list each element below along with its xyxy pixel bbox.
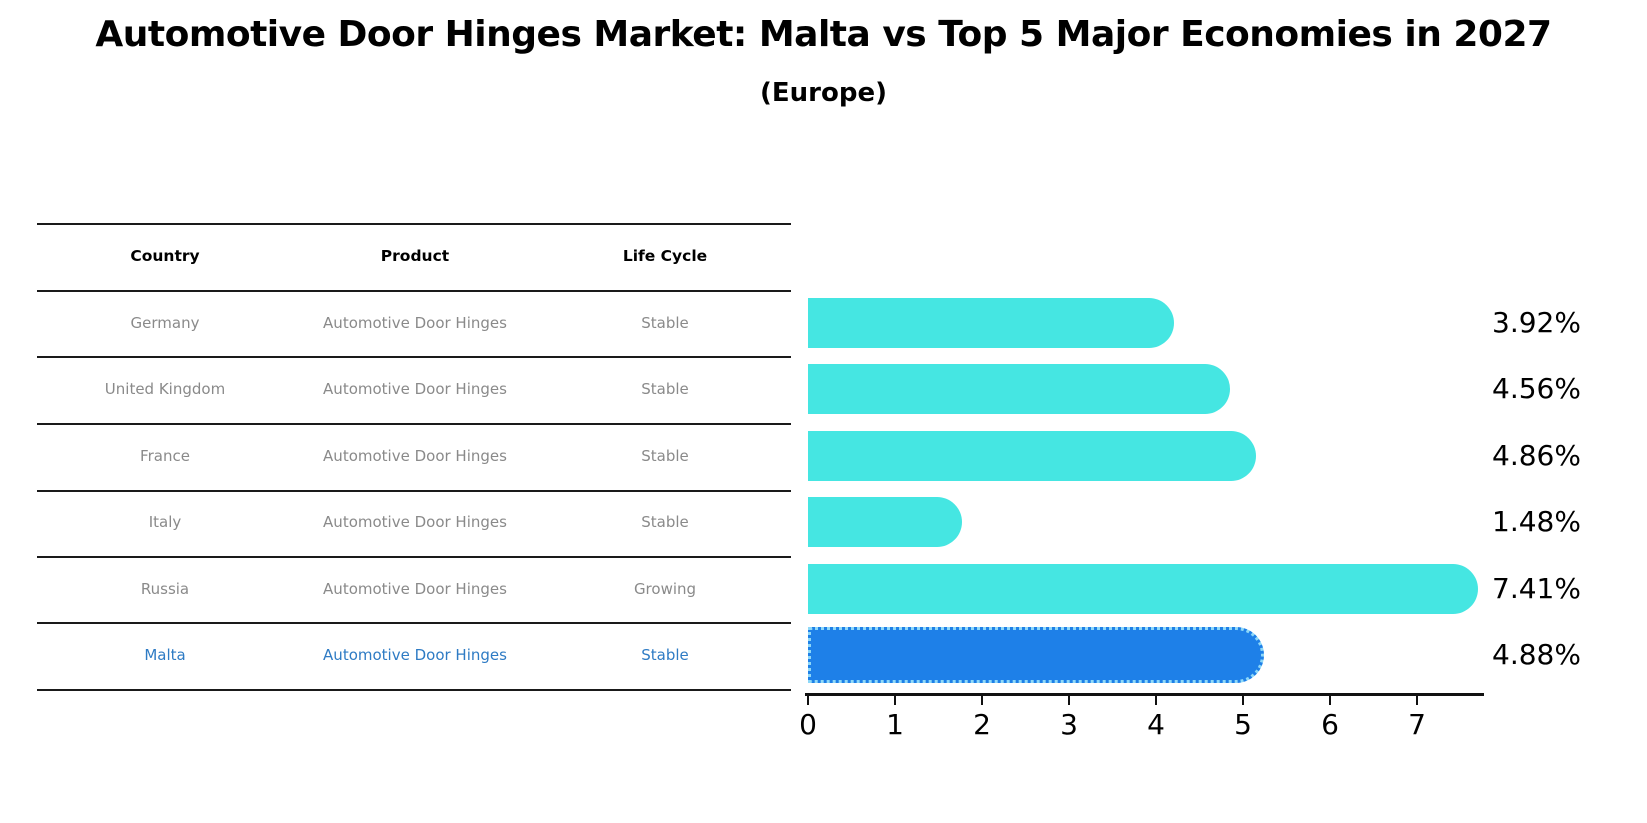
table-cell-product: Automotive Door Hinges (323, 447, 507, 465)
x-tick-label: 7 (1408, 708, 1426, 741)
table-cell-product: Automotive Door Hinges (323, 646, 507, 664)
bar-russia (808, 564, 1478, 614)
bar-italy (808, 497, 962, 547)
table-cell-country: Malta (144, 646, 186, 664)
table-rule-bottom (37, 689, 791, 691)
table-header-country: Country (130, 247, 200, 265)
x-tick-label: 4 (1147, 708, 1165, 741)
table-cell-product: Automotive Door Hinges (323, 513, 507, 531)
table-cell-lifecycle: Stable (641, 646, 689, 664)
bar-value-label: 7.41% (1492, 572, 1581, 605)
table-rule-top (37, 223, 791, 225)
table-cell-country: United Kingdom (104, 380, 226, 398)
x-tick-mark (1068, 696, 1070, 705)
table-cell-lifecycle: Stable (641, 447, 689, 465)
table-cell-lifecycle: Stable (641, 380, 689, 398)
table-rule-header (37, 290, 791, 292)
table-cell-product: Automotive Door Hinges (323, 580, 507, 598)
chart-subtitle: (Europe) (760, 78, 887, 108)
x-tick-label: 6 (1321, 708, 1339, 741)
bar-value-label: 4.56% (1492, 372, 1581, 405)
x-axis-line (805, 693, 1484, 696)
table-cell-country: Russia (140, 580, 190, 598)
x-tick-label: 0 (799, 708, 817, 741)
x-tick-mark (1416, 696, 1418, 705)
table-header-product: Product (380, 247, 450, 265)
x-tick-mark (981, 696, 983, 705)
bar-value-label: 4.88% (1492, 638, 1581, 671)
table-cell-product: Automotive Door Hinges (323, 380, 507, 398)
table-rule (37, 556, 791, 558)
x-tick-mark (894, 696, 896, 705)
bar-malta-highlighted (808, 627, 1264, 683)
chart-title: Automotive Door Hinges Market: Malta vs … (95, 14, 1552, 55)
table-cell-product: Automotive Door Hinges (323, 314, 507, 332)
x-tick-label: 1 (886, 708, 904, 741)
table-cell-country: Italy (148, 513, 182, 531)
table-rule (37, 423, 791, 425)
table-cell-lifecycle: Stable (641, 314, 689, 332)
bar-value-label: 4.86% (1492, 439, 1581, 472)
x-tick-mark (1242, 696, 1244, 705)
x-tick-mark (1155, 696, 1157, 705)
table-cell-country: France (140, 447, 190, 465)
x-tick-mark (1329, 696, 1331, 705)
x-tick-label: 3 (1060, 708, 1078, 741)
table-cell-lifecycle: Stable (641, 513, 689, 531)
table-rule (37, 622, 791, 624)
bar-value-label: 1.48% (1492, 505, 1581, 538)
table-header-lifecycle: Life Cycle (622, 247, 708, 265)
table-cell-lifecycle: Growing (633, 580, 697, 598)
bar-france (808, 431, 1256, 481)
table-cell-country: Germany (130, 314, 200, 332)
bar-united-kingdom (808, 364, 1230, 414)
table-rule (37, 356, 791, 358)
bar-value-label: 3.92% (1492, 306, 1581, 339)
x-tick-mark (807, 696, 809, 705)
bar-germany (808, 298, 1175, 348)
table-rule (37, 490, 791, 492)
x-tick-label: 2 (973, 708, 991, 741)
x-tick-label: 5 (1234, 708, 1252, 741)
